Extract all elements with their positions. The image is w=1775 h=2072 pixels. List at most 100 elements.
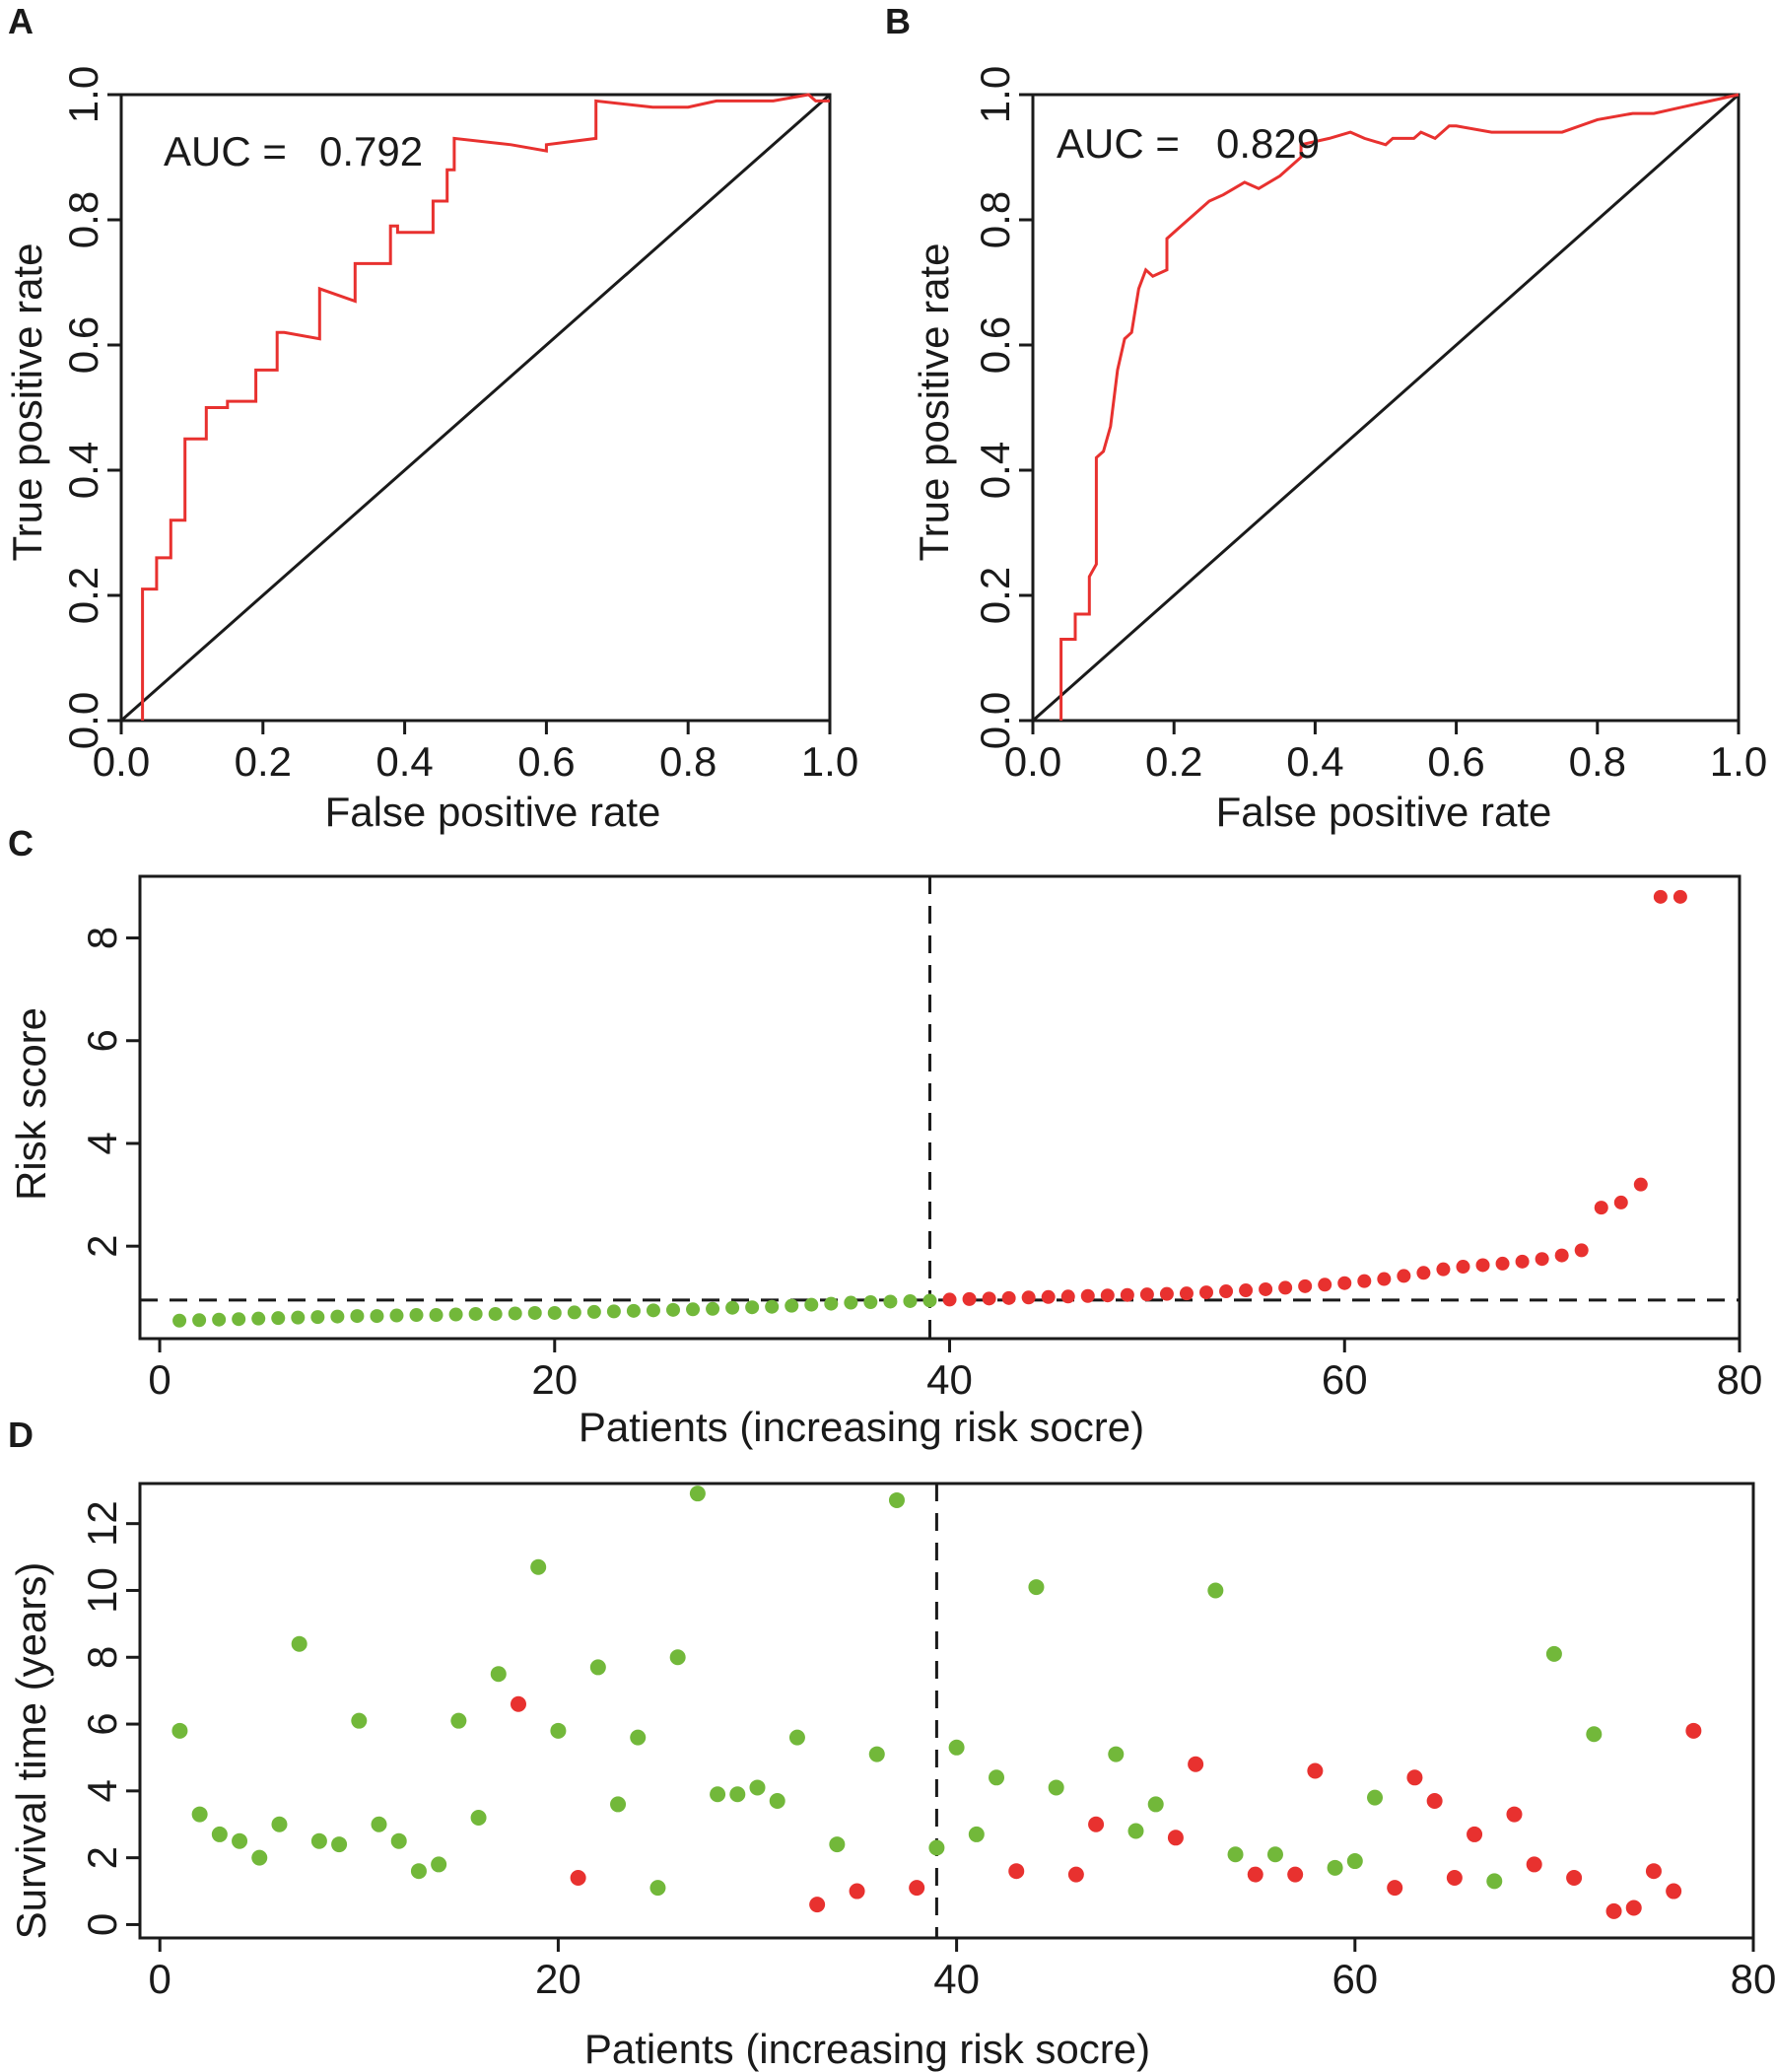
panel-c-point-high-risk: [1574, 1243, 1589, 1258]
panel-c-xlabel: Patients (increasing risk socre): [579, 1404, 1144, 1450]
panel-c-point-low-risk: [883, 1294, 898, 1309]
panel-d-point-alive: [610, 1796, 627, 1813]
panel-d-point-dead: [1645, 1863, 1662, 1880]
panel-c-point-low-risk: [567, 1305, 581, 1320]
panel-d-point-alive: [431, 1856, 447, 1873]
panel-d-point-dead: [1088, 1816, 1105, 1832]
panel-d-point-alive: [1048, 1779, 1064, 1796]
panel-c-point-low-risk: [488, 1306, 503, 1321]
panel-d-point-dead: [570, 1869, 586, 1886]
panel-a-plot: 0.0 0.2 0.4 0.6 0.8 1.0 0.0 0.2 0.4 0.6 0.8 1.0: [60, 66, 858, 785]
panel-c-point-low-risk: [686, 1302, 701, 1317]
panel-d-point-alive: [1227, 1846, 1244, 1863]
panel-d-point-alive: [1346, 1853, 1363, 1870]
panel-d-point-alive: [829, 1836, 846, 1853]
y-tick-label: 8: [79, 1646, 125, 1669]
panel-c-point-low-risk: [765, 1299, 780, 1314]
x-tick-label: 40: [933, 1956, 980, 2002]
y-tick-label: 12: [79, 1500, 125, 1547]
panel-d-point-alive: [948, 1739, 965, 1756]
panel-c-point-low-risk: [804, 1297, 819, 1312]
x-tick-label: 0.8: [659, 738, 717, 785]
panel-d-point-dead: [1685, 1722, 1702, 1739]
y-tick-label: 0.2: [60, 567, 106, 624]
x-tick-label: 0.2: [235, 738, 292, 785]
panel-d-point-alive: [1327, 1859, 1343, 1876]
panel-d-ylabel: Survival time (years): [8, 1562, 54, 1940]
panel-d-point-alive: [729, 1786, 746, 1803]
panel-d-point-alive: [1028, 1579, 1045, 1596]
panel-d-point-dead: [1287, 1866, 1304, 1883]
panel-d-letter: D: [8, 1415, 34, 1455]
x-tick-label: 1.0: [801, 738, 858, 785]
panel-c-point-low-risk: [903, 1293, 918, 1308]
panel-d-point-alive: [769, 1793, 785, 1810]
x-tick-label: 60: [1331, 1956, 1378, 2002]
panel-d-point-dead: [1067, 1866, 1084, 1883]
x-tick-label: 0: [149, 1956, 171, 2002]
panel-d-point-alive: [470, 1809, 487, 1826]
y-tick-label: 2: [79, 1846, 125, 1869]
panel-b-plot: 0.0 0.2 0.4 0.6 0.8 1.0 0.0 0.2 0.4 0.6 0.8 1.0: [972, 66, 1767, 785]
panel-c-point-high-risk: [1199, 1285, 1213, 1300]
panel-c-point-low-risk: [547, 1305, 562, 1320]
panel-d-point-alive: [1545, 1645, 1562, 1662]
panel-c-point-high-risk: [1357, 1274, 1372, 1288]
panel-d-point-dead: [1625, 1899, 1642, 1916]
panel-b-auc-label: AUC =: [1057, 120, 1180, 167]
x-tick-label: 80: [1717, 1356, 1763, 1403]
panel-d-point-alive: [749, 1779, 766, 1796]
panel-b-diagonal-line: [1032, 93, 1740, 723]
y-tick-label: 1.0: [60, 66, 106, 123]
y-tick-label: 0.4: [972, 442, 1018, 499]
panel-c-point-high-risk: [1179, 1286, 1194, 1301]
y-tick-label: 10: [79, 1567, 125, 1614]
panel-c-point-high-risk: [1001, 1290, 1016, 1305]
y-tick-label: 8: [79, 927, 125, 949]
panel-d-point-dead: [1406, 1769, 1423, 1786]
panel-d-point-alive: [450, 1712, 467, 1729]
panel-c-point-low-risk: [785, 1298, 799, 1313]
y-tick-label: 0: [79, 1913, 125, 1936]
panel-c-point-low-risk: [370, 1309, 384, 1324]
panel-c-point-low-risk: [389, 1308, 404, 1323]
x-tick-label: 0.0: [93, 738, 150, 785]
panel-c-point-low-risk: [745, 1300, 760, 1315]
panel-c-point-low-risk: [606, 1304, 621, 1319]
panel-d-point-alive: [989, 1769, 1005, 1786]
panel-c-point-high-risk: [982, 1291, 996, 1306]
panel-d-point-dead: [809, 1897, 826, 1913]
panel-d-point-alive: [211, 1826, 228, 1842]
panel-b: B True positive rate False positive rate…: [885, 1, 1767, 835]
panel-c-point-high-risk: [1239, 1283, 1254, 1298]
panel-d-point-dead: [510, 1695, 526, 1712]
panel-d-point-alive: [1486, 1873, 1503, 1890]
x-tick-label: 0.4: [1286, 738, 1343, 785]
panel-d-point-alive: [271, 1816, 288, 1832]
panel-d-frame: [138, 1482, 1755, 1940]
panel-d-xlabel: Patients (increasing risk socre): [584, 2026, 1150, 2072]
panel-d-point-dead: [1188, 1756, 1204, 1772]
x-tick-label: 1.0: [1710, 738, 1767, 785]
panel-d-point-dead: [1426, 1793, 1443, 1810]
panel-d-point-alive: [310, 1832, 327, 1849]
panel-a: A True positive rate False positive rate…: [4, 1, 858, 835]
panel-c-point-low-risk: [271, 1311, 286, 1326]
panel-d-point-alive: [589, 1659, 606, 1676]
panel-c-point-high-risk: [962, 1291, 977, 1306]
panel-c-point-high-risk: [1298, 1278, 1313, 1293]
panel-d-point-alive: [888, 1491, 905, 1508]
panel-c-point-low-risk: [192, 1313, 207, 1328]
y-tick-label: 1.0: [972, 66, 1018, 123]
panel-c-point-high-risk: [1653, 889, 1668, 904]
panel-d-point-alive: [550, 1722, 567, 1739]
panel-c-point-low-risk: [330, 1309, 345, 1324]
panel-a-diagonal-line: [120, 93, 831, 723]
y-tick-label: 0.0: [972, 692, 1018, 749]
panel-c-point-low-risk: [725, 1300, 740, 1315]
panel-c-point-low-risk: [172, 1313, 187, 1328]
panel-c-point-high-risk: [1456, 1260, 1470, 1275]
panel-d-point-alive: [689, 1485, 706, 1502]
panel-d-point-alive: [1586, 1726, 1603, 1743]
